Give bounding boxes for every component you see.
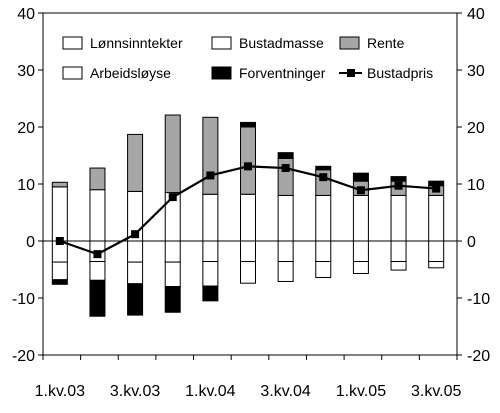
legend-label-lonnsinntekter: Lønnsinntekter [90, 35, 183, 51]
bar-lonnsinntekter [240, 193, 256, 242]
point-bustadpris [281, 164, 290, 173]
bar-forventninger-negativ [51, 279, 68, 285]
bar-bustadmasse-negativ [51, 261, 68, 281]
legend-swatch-lonnsinntekter [62, 36, 83, 50]
bar-lonnsinntekter [315, 194, 332, 242]
x-tick-label: 1.kv.04 [185, 383, 236, 400]
point-bustadpris [394, 181, 403, 190]
y-tick-label-left: -10 [12, 291, 35, 308]
bar-lonnsinntekter [51, 186, 68, 242]
bar-rente [164, 114, 181, 194]
legend-swatch-marker [347, 69, 355, 77]
bar-forventninger [390, 176, 407, 182]
y-tick-label-right: -20 [467, 348, 490, 365]
bar-bustadmasse-negativ [164, 261, 181, 288]
bar-rente [89, 167, 106, 191]
bar-bustadmasse-negativ [277, 261, 294, 282]
bar-arbeidsloyse [164, 240, 181, 263]
point-bustadpris [206, 171, 215, 180]
bar-arbeidsloyse [127, 240, 144, 263]
bar-forventninger [240, 121, 256, 128]
point-bustadpris [356, 186, 365, 195]
legend-swatch-forventninger [211, 66, 232, 80]
bar-rente [202, 116, 219, 195]
legend-label-bustadpris: Bustadpris [367, 65, 433, 81]
bar-lonnsinntekter [202, 193, 219, 242]
x-tick-label: 3.kv.04 [260, 383, 311, 400]
y-tick-label-left: 30 [17, 63, 35, 80]
bar-arbeidsloyse [352, 240, 369, 263]
legend-label-bustadmasse: Bustadmasse [239, 35, 324, 51]
bar-arbeidsloyse [240, 240, 256, 263]
bar-bustadmasse-negativ [127, 261, 144, 285]
bar-arbeidsloyse [202, 240, 219, 263]
bar-forventninger [315, 165, 332, 171]
bar-forventninger-negativ [164, 286, 181, 313]
y-tick-label-right: 30 [467, 63, 485, 80]
bar-bustadmasse-negativ [428, 261, 445, 269]
bar-bustadmasse-negativ [202, 261, 219, 287]
x-tick-label: 1.kv.05 [336, 383, 387, 400]
y-tick-label-left: 20 [17, 120, 35, 137]
bar-arbeidsloyse [277, 240, 294, 263]
bar-forventninger-negativ [89, 279, 106, 317]
bar-rente [277, 157, 294, 196]
bar-bustadmasse-negativ [89, 261, 106, 281]
bar-forventninger [352, 172, 369, 182]
point-bustadpris [93, 250, 102, 259]
bar-lonnsinntekter [89, 189, 106, 242]
y-tick-label-right: 20 [467, 120, 485, 137]
x-tick-label: 3.kv.03 [110, 383, 161, 400]
y-tick-label-left: 0 [26, 234, 35, 251]
bar-bustadmasse-negativ [240, 261, 256, 284]
y-tick-label-left: -20 [12, 348, 35, 365]
point-bustadpris [244, 162, 252, 171]
bar-lonnsinntekter [277, 194, 294, 242]
y-tick-label-right: 40 [467, 6, 485, 23]
x-tick-label: 1.kv.03 [35, 383, 86, 400]
bar-lonnsinntekter [352, 194, 369, 242]
legend-label-forventninger: Forventninger [239, 65, 326, 81]
point-bustadpris [168, 193, 177, 202]
legend-swatch-bustadmasse [211, 36, 232, 50]
legend-swatch-arbeidsloyse [62, 66, 83, 80]
bar-lonnsinntekter [390, 194, 407, 242]
y-tick-label-right: -10 [467, 291, 490, 308]
point-bustadpris [319, 173, 328, 182]
bar-rente [51, 181, 68, 188]
bar-bustadmasse-negativ [315, 261, 332, 278]
bar-arbeidsloyse [315, 240, 332, 263]
bar-forventninger [277, 152, 294, 159]
bar-bustadmasse-negativ [390, 261, 407, 271]
bar-arbeidsloyse [390, 240, 407, 263]
y-tick-label-left: 40 [17, 6, 35, 23]
point-bustadpris [55, 237, 64, 245]
y-tick-label-left: 10 [17, 177, 35, 194]
y-tick-label-right: 0 [467, 234, 476, 251]
bar-lonnsinntekter [428, 194, 445, 242]
bar-bustadmasse-negativ [352, 261, 369, 274]
legend-label-rente: Rente [367, 35, 405, 51]
y-tick-label-right: 10 [467, 177, 485, 194]
point-bustadpris [432, 184, 441, 193]
bar-arbeidsloyse [428, 240, 445, 263]
legend-label-arbeidsloyse: Arbeidsløyse [90, 65, 171, 81]
bar-rente [240, 126, 256, 195]
bar-forventninger-negativ [127, 283, 144, 316]
x-tick-label: 3.kv.05 [411, 383, 462, 400]
point-bustadpris [131, 230, 140, 239]
bar-rente [127, 133, 144, 192]
legend-swatch-rente [339, 36, 360, 50]
bar-forventninger-negativ [202, 285, 219, 302]
